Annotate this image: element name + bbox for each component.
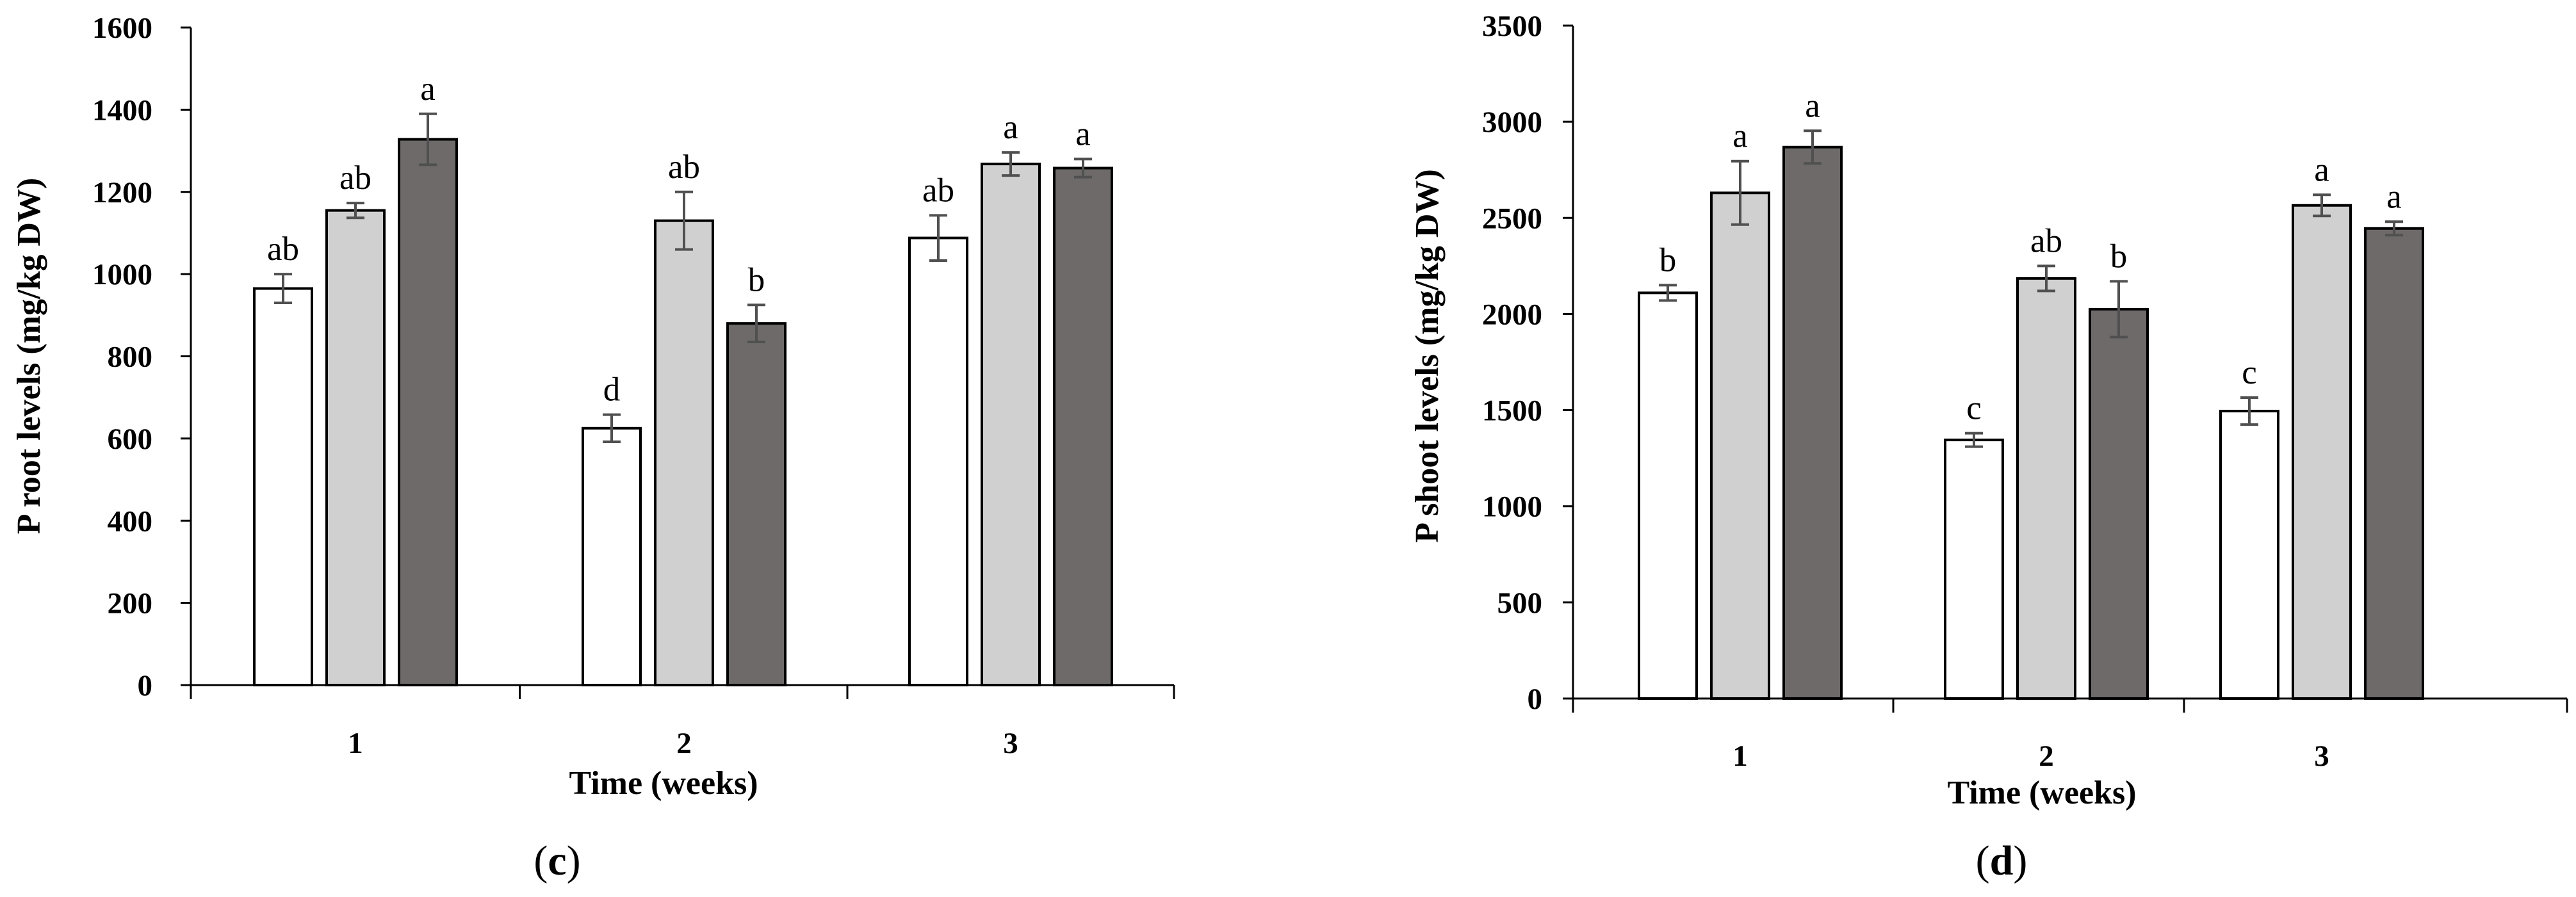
significance-letter: a [420, 70, 436, 108]
significance-letter: d [603, 371, 621, 408]
y-tick-label: 3500 [1482, 10, 1542, 43]
x-tick-label: 3 [1003, 727, 1018, 760]
panel-caption: (c) [534, 837, 580, 884]
significance-letter: c [2242, 354, 2257, 391]
caption-letter: d [1990, 837, 2014, 884]
y-tick-label: 3000 [1482, 106, 1542, 139]
y-tick-label: 1000 [1482, 490, 1542, 524]
y-tick-label: 0 [1528, 683, 1543, 716]
y-tick-label: 600 [108, 423, 153, 456]
bar [654, 219, 714, 686]
bar [1638, 291, 1698, 700]
significance-letter: b [2110, 238, 2128, 275]
y-tick-label: 1500 [1482, 394, 1542, 428]
caption-close-paren: ) [2013, 837, 2027, 884]
significance-letter: ab [267, 230, 299, 268]
bar [2016, 277, 2076, 700]
significance-letter: b [1659, 241, 1677, 279]
x-axis-title: Time (weeks) [1947, 775, 2136, 811]
significance-letter: c [1966, 390, 1982, 427]
caption-open-paren: ( [1976, 837, 1990, 884]
significance-letter: ab [2030, 222, 2062, 259]
significance-letter: ab [668, 149, 700, 186]
significance-letter: ab [339, 159, 371, 197]
x-tick-label: 1 [1732, 739, 1748, 773]
panel-caption: (d) [1976, 837, 2028, 884]
bar [1944, 439, 2004, 700]
y-tick-label: 2500 [1482, 202, 1542, 235]
significance-letter: a [1805, 87, 1820, 124]
bar [582, 426, 642, 686]
bar [398, 138, 458, 686]
bar [2089, 307, 2149, 700]
significance-letter: ab [922, 172, 954, 209]
x-tick-label: 3 [2314, 739, 2329, 773]
y-axis-title: P root levels (mg/kg DW) [11, 178, 47, 535]
y-tick-label: 1400 [92, 93, 152, 127]
bar [908, 236, 968, 686]
y-axis-title: P shoot levels (mg/kg DW) [1409, 169, 1446, 543]
y-tick-label: 400 [108, 505, 153, 538]
y-tick-label: 500 [1497, 586, 1543, 620]
y-tick-label: 200 [108, 587, 153, 620]
bar [253, 287, 313, 686]
bar [325, 209, 386, 686]
caption-open-paren: ( [534, 837, 548, 884]
y-tick-label: 800 [108, 341, 153, 374]
caption-close-paren: ) [567, 837, 581, 884]
y-tick-label: 0 [138, 669, 153, 702]
y-tick-label: 1200 [92, 176, 152, 209]
significance-letter: b [748, 261, 765, 298]
bar [981, 163, 1041, 687]
x-tick-label: 1 [348, 727, 363, 760]
bar [1053, 166, 1113, 686]
bar [2219, 410, 2279, 700]
caption-letter: c [548, 837, 566, 884]
significance-letter: a [2386, 178, 2402, 215]
bar [1782, 145, 1843, 700]
bar [2292, 204, 2352, 700]
y-tick-label: 1600 [92, 12, 152, 45]
significance-letter: a [1732, 118, 1748, 155]
significance-letter: a [1003, 109, 1018, 146]
y-tick-label: 1000 [92, 258, 152, 291]
x-tick-label: 2 [2039, 739, 2054, 773]
significance-letter: a [2314, 151, 2329, 188]
bar [2364, 227, 2424, 700]
bar [726, 322, 787, 686]
x-tick-label: 2 [676, 727, 692, 760]
y-tick-label: 2000 [1482, 298, 1542, 331]
bar [1710, 191, 1770, 700]
x-axis-title: Time (weeks) [569, 765, 758, 802]
significance-letter: a [1075, 115, 1091, 152]
